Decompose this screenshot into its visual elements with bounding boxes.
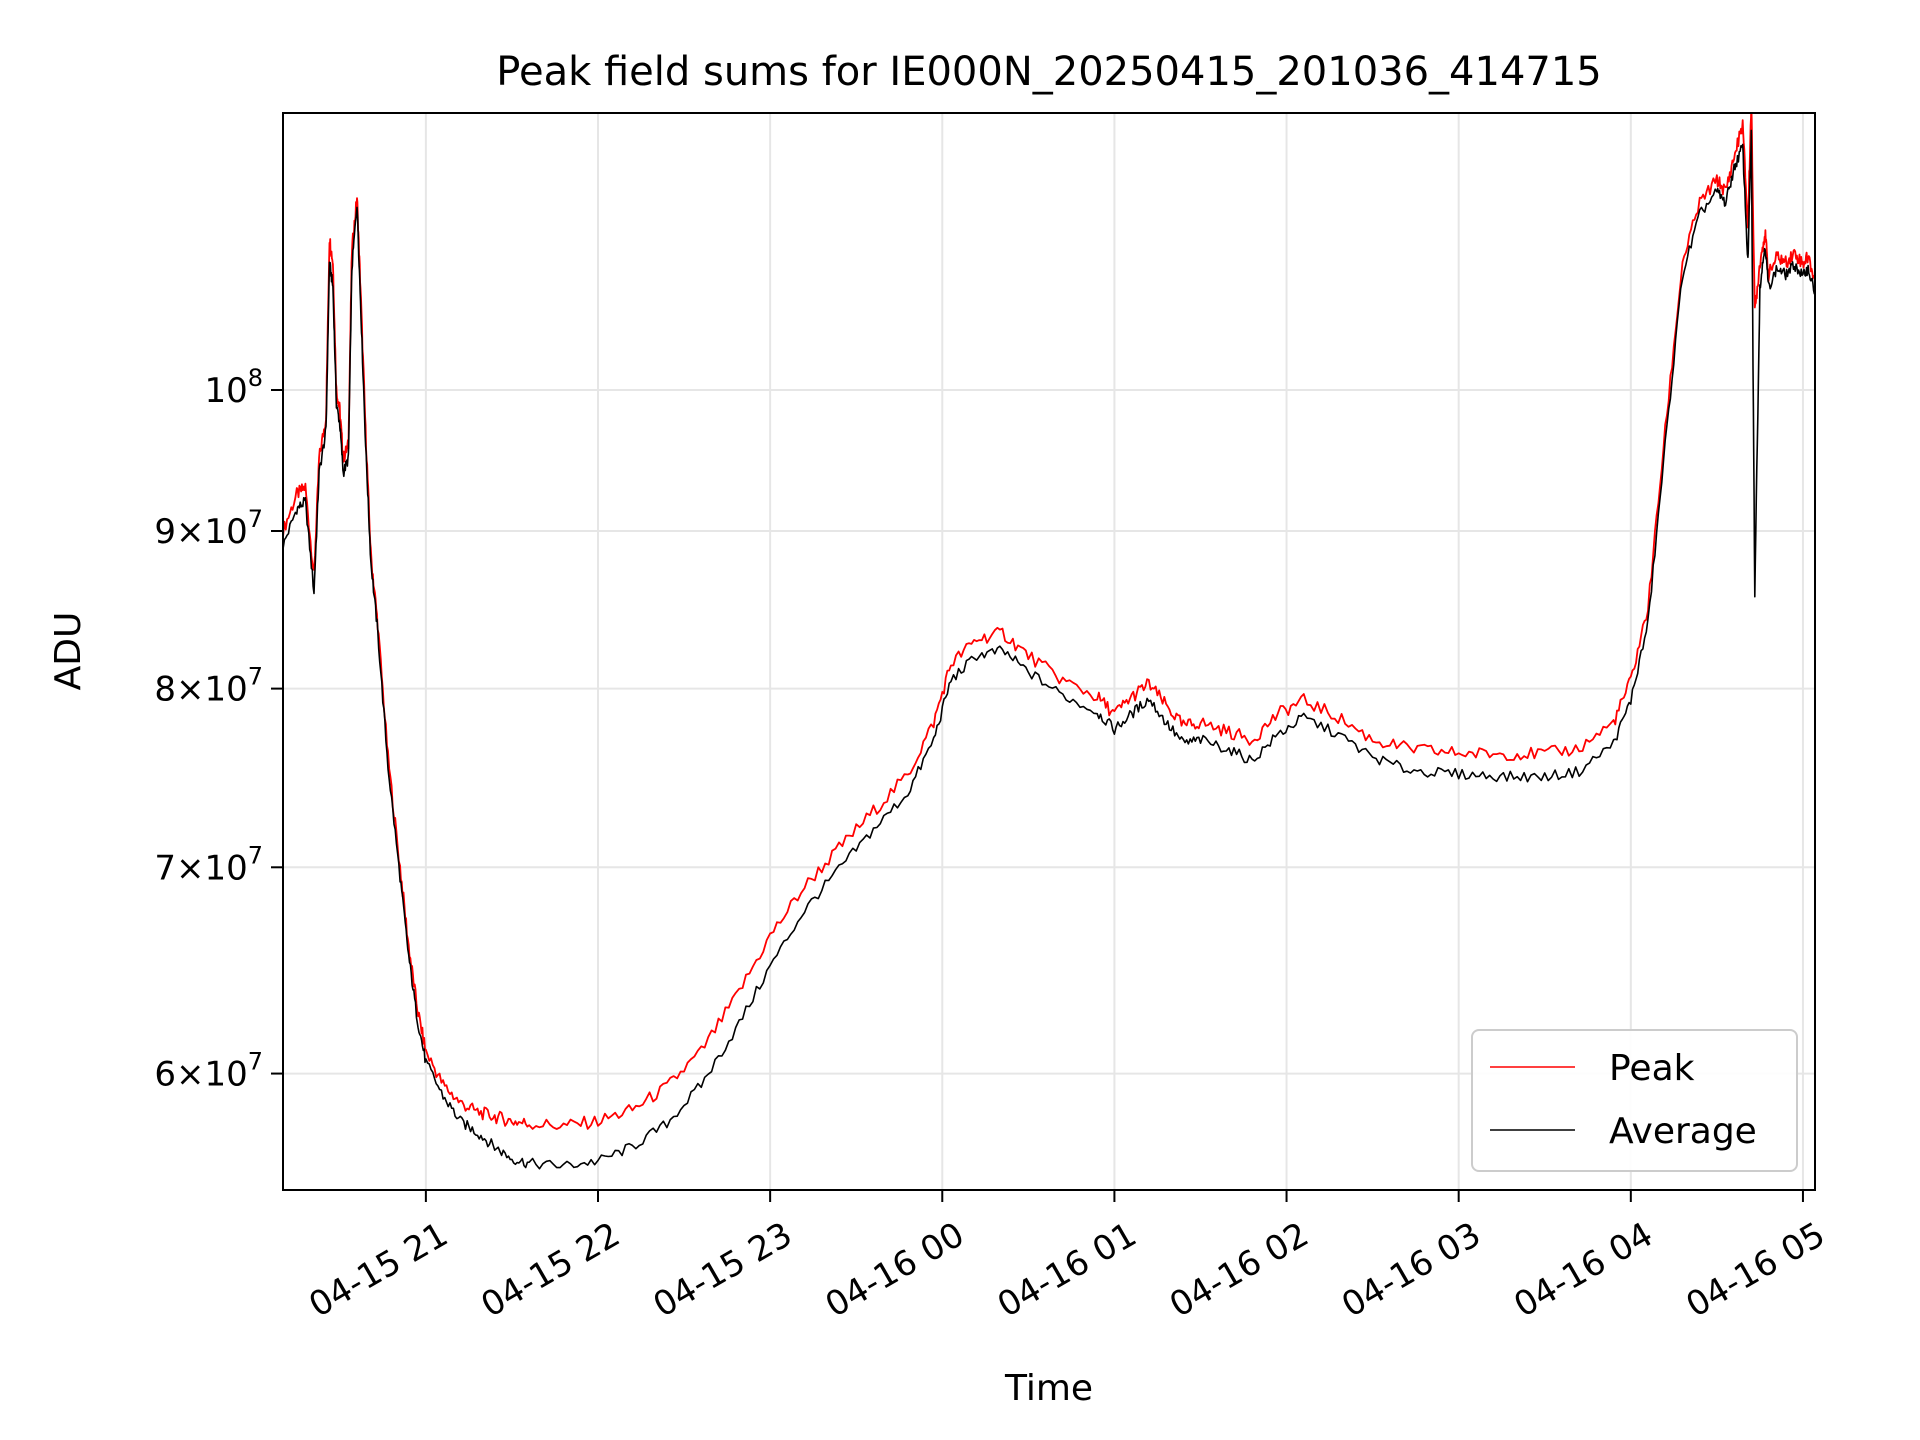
legend: Peak Average — [1471, 1029, 1798, 1172]
legend-box — [1471, 1029, 1798, 1172]
y-tick-exponent: 7 — [248, 841, 263, 869]
y-tick-exponent: 7 — [248, 1048, 263, 1076]
x-axis-label: Time — [1004, 1368, 1093, 1409]
y-tick-mantissa: 7×10 — [154, 848, 247, 888]
series-line-average — [283, 129, 1815, 1170]
y-tick-mantissa: 10 — [204, 371, 247, 411]
y-tick-label: 6×107 — [154, 1048, 263, 1095]
y-tick-mantissa: 8×10 — [154, 670, 247, 710]
y-tick-label: 7×107 — [154, 841, 263, 888]
y-tick-exponent: 7 — [248, 663, 263, 691]
series-layer — [283, 113, 1815, 1170]
y-tick-mantissa: 9×10 — [154, 512, 247, 552]
legend-label-peak: Peak — [1609, 1048, 1695, 1089]
legend-label-average: Average — [1609, 1111, 1757, 1152]
y-tick-label: 9×107 — [154, 505, 263, 552]
y-tick-exponent: 7 — [248, 505, 263, 533]
y-tick-mantissa: 6×10 — [154, 1055, 247, 1095]
y-tick-exponent: 8 — [248, 364, 263, 392]
y-tick-label: 8×107 — [154, 663, 263, 710]
chart-title: Peak field sums for IE000N_20250415_2010… — [496, 49, 1601, 95]
y-tick-label: 108 — [204, 364, 263, 411]
plot-frame — [282, 112, 1816, 1191]
y-axis-label: ADU — [48, 612, 89, 691]
